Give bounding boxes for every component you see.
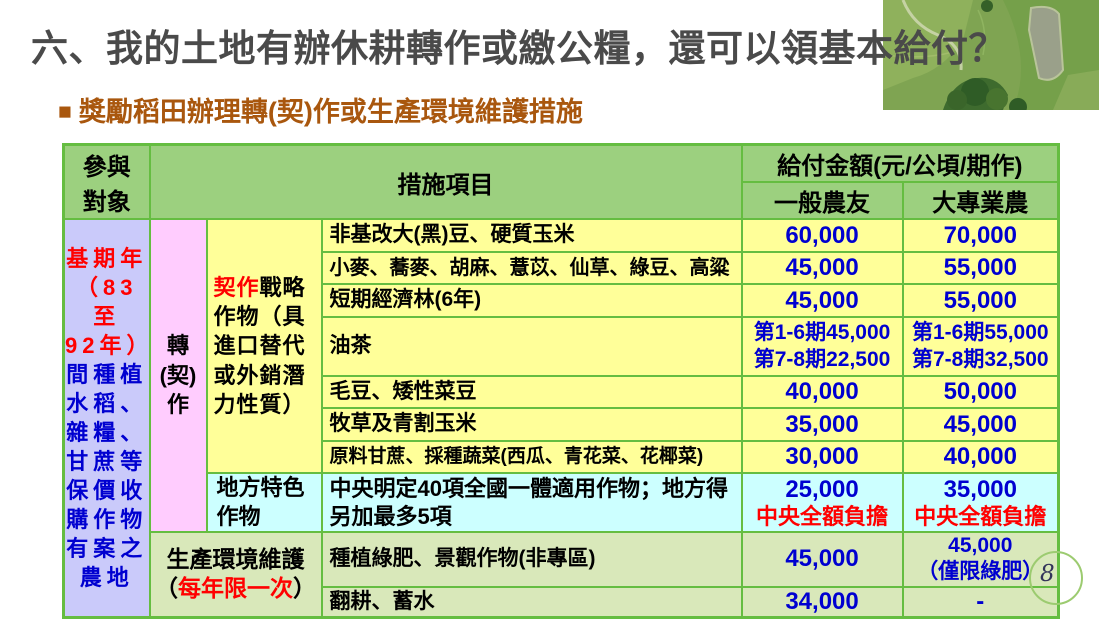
amount-professional: 70,000 xyxy=(901,218,1060,253)
contract-crops-cell: 契作戰略作物（具進口替代或外銷潛力性質） xyxy=(205,218,323,474)
amount-general: 45,000 xyxy=(740,283,904,318)
amount-general: 第1-6期45,000 第7-8期22,500 xyxy=(740,316,904,377)
amount-professional: 第1-6期55,000 第7-8期32,500 xyxy=(901,316,1060,377)
amount-value: 35,000 xyxy=(943,475,1017,503)
amount-value: 25,000 xyxy=(785,475,859,503)
table-row: 短期經濟林(6年) 45,000 55,000 xyxy=(64,283,1060,318)
square-bullet-icon: ■ xyxy=(58,98,72,124)
contract-crops-rest: 戰略作物（具進口替代或外銷潛力性質） xyxy=(213,275,306,417)
amount-general: 34,000 xyxy=(740,585,904,619)
table-header-row: 參與 對象 措施項目 給付金額(元/公頃/期作) xyxy=(62,143,1060,220)
item-cell: 牧草及青割玉米 xyxy=(320,407,743,442)
amount-general: 30,000 xyxy=(740,440,904,474)
amount-note: 中央全額負擔 xyxy=(914,504,1047,530)
contract-crops-red: 契作 xyxy=(213,275,260,301)
table-row: 生產環境維護 （每年限一次） 種植綠肥、景觀作物(非專區) 45,000 45,… xyxy=(64,531,1060,619)
amount-general: 40,000 xyxy=(740,375,904,409)
amount-professional: 55,000 xyxy=(901,283,1060,318)
participant-description: 間種植 水稻、 雜糧、 甘蔗等 保價收 購作物 有案之 農地 xyxy=(66,361,148,590)
table-row: 小麥、蕎麥、胡麻、薏苡、仙草、綠豆、高粱 45,000 55,000 xyxy=(64,251,1060,285)
item-cell: 油茶 xyxy=(320,316,743,377)
payment-table: 參與 對象 措施項目 給付金額(元/公頃/期作) 一般農友 大專業農 基期年 （… xyxy=(62,143,1061,619)
participant-cell: 基期年 （83至 92年） 間種植 水稻、 雜糧、 甘蔗等 保價收 購作物 有案之… xyxy=(62,217,151,619)
item-cell: 短期經濟林(6年) xyxy=(320,283,743,318)
item-cell: 種植綠肥、景觀作物(非專區) xyxy=(320,531,743,588)
amount-general: 60,000 xyxy=(740,218,904,253)
env-limit-red: 每年限一次 xyxy=(178,575,293,602)
env-maintenance-cell: 生產環境維護 （每年限一次） xyxy=(148,531,323,619)
amount-general: 45,000 xyxy=(740,531,904,588)
paren-close: ） xyxy=(293,575,316,602)
item-cell: 毛豆、矮性菜豆 xyxy=(320,375,743,409)
table-subheader-row: 一般農友 大專業農 xyxy=(64,181,1060,220)
aerial-fields-photo xyxy=(883,0,1099,110)
header-payment: 給付金額(元/公頃/期作) xyxy=(740,143,1060,183)
table-row: 翻耕、蓄水 34,000 - xyxy=(64,585,1060,619)
section-heading-text: 獎勵稻田辦理轉(契)作或生產環境維護措施 xyxy=(78,97,583,127)
env-maintenance-label: 生產環境維護 xyxy=(166,545,305,572)
page-title: 六、我的土地有辦休耕轉作或繳公糧，還可以領基本給付？ xyxy=(31,28,1006,69)
item-cell: 翻耕、蓄水 xyxy=(320,585,743,619)
amount-note: 中央全額負擔 xyxy=(756,504,889,530)
amount-professional: 40,000 xyxy=(901,440,1060,474)
participant-baseline-years: 基期年 （83至 92年） xyxy=(65,245,150,358)
amount-professional: - xyxy=(901,585,1060,619)
header-general-farmer: 一般農友 xyxy=(740,181,904,220)
amount-general: 35,000 xyxy=(740,407,904,442)
item-cell: 非基改大(黑)豆、硬質玉米 xyxy=(320,218,743,253)
item-cell: 小麥、蕎麥、胡麻、薏苡、仙草、綠豆、高粱 xyxy=(320,251,743,285)
header-professional-farmer: 大專業農 xyxy=(901,181,1060,220)
env-maintenance-limit: （每年限一次） xyxy=(152,574,320,604)
paren-open: （ xyxy=(155,575,178,602)
page-number: 8 xyxy=(1040,561,1055,587)
page-number-circle xyxy=(1029,551,1083,605)
table-row: 油茶 第1-6期45,000 第7-8期22,500 第1-6期55,000 第… xyxy=(64,316,1060,377)
amount-general: 45,000 xyxy=(740,251,904,285)
table-row: 毛豆、矮性菜豆 40,000 50,000 xyxy=(64,375,1060,409)
table-row: 地方特色作物 中央明定40項全國一體適用作物；地方得另加最多5項 25,000 … xyxy=(64,471,1060,534)
table-row: 基期年 （83至 92年） 間種植 水稻、 雜糧、 甘蔗等 保價收 購作物 有案之… xyxy=(62,217,1060,619)
amount-professional: 45,000 xyxy=(901,407,1060,442)
amount-professional: 50,000 xyxy=(901,375,1060,409)
item-cell: 原料甘蔗、採種蔬菜(西瓜、青花菜、花椰菜) xyxy=(320,440,743,474)
section-heading: ■ 獎勵稻田辦理轉(契)作或生產環境維護措施 xyxy=(58,90,583,129)
header-participant: 參與 對象 xyxy=(62,143,151,220)
table-row: 原料甘蔗、採種蔬菜(西瓜、青花菜、花椰菜) 30,000 40,000 xyxy=(64,440,1060,474)
amount-professional: 35,000 中央全額負擔 xyxy=(901,471,1060,534)
header-measure: 措施項目 xyxy=(148,143,743,220)
amount-general: 25,000 中央全額負擔 xyxy=(740,471,904,534)
amount-professional: 55,000 xyxy=(901,251,1060,285)
local-crops-cell: 地方特色作物 xyxy=(205,471,323,534)
table-row: 牧草及青割玉米 35,000 45,000 xyxy=(64,407,1060,442)
item-cell: 中央明定40項全國一體適用作物；地方得另加最多5項 xyxy=(320,471,743,534)
transfer-group-cell: 轉 (契) 作 xyxy=(148,217,208,534)
